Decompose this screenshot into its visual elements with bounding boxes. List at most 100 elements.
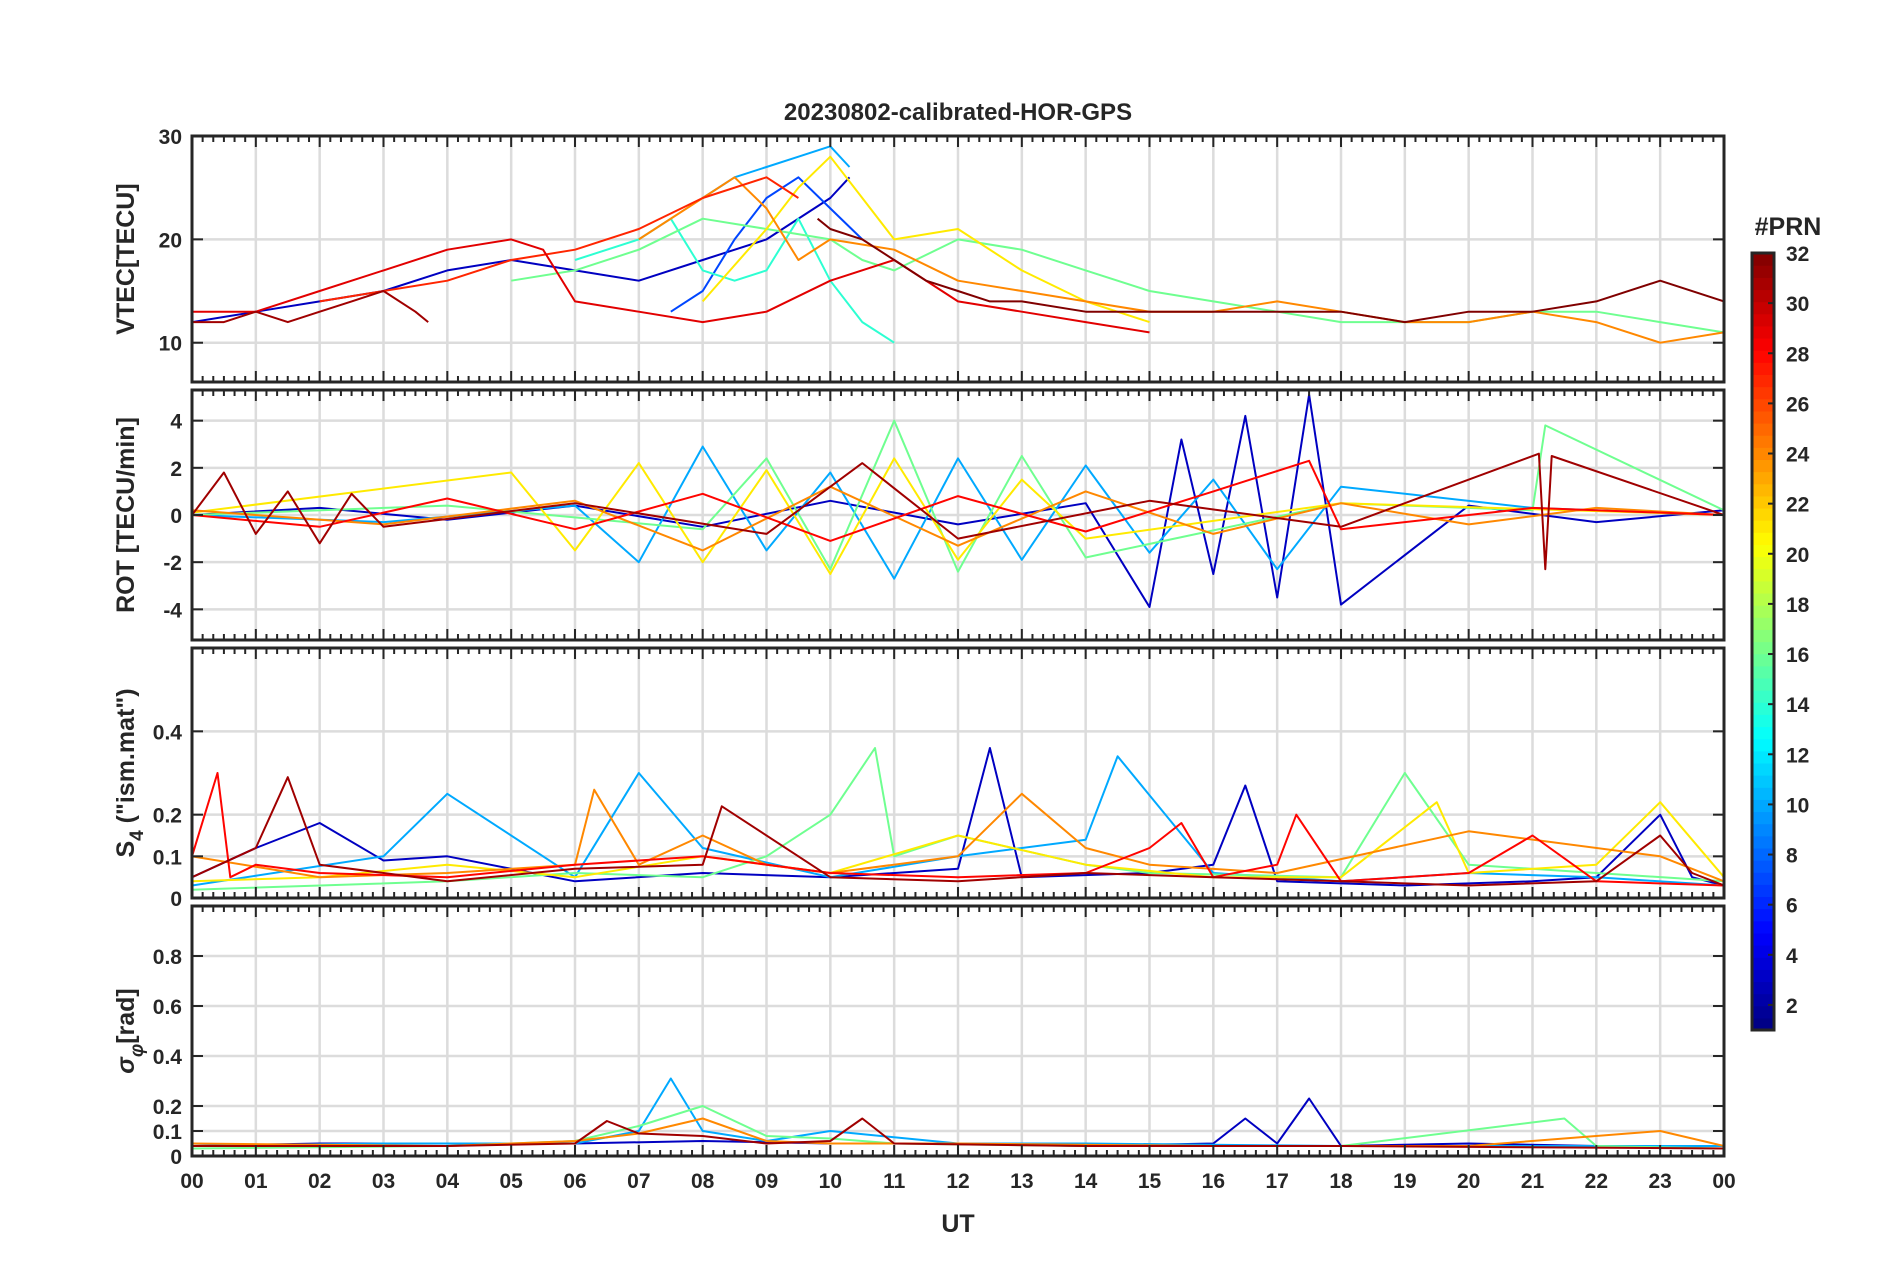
colorbar-tick-label: 20 <box>1786 544 1809 567</box>
y-axis-label: S4 ("ism.mat") <box>112 688 148 857</box>
colorbar-segment <box>1752 337 1774 351</box>
colorbar-segment <box>1752 422 1774 436</box>
y-axis-label-main: S <box>112 841 140 858</box>
colorbar-segment <box>1752 471 1774 485</box>
colorbar-segment <box>1752 532 1774 545</box>
colorbar-segment <box>1752 993 1774 1007</box>
x-tick-label: 10 <box>819 1170 842 1193</box>
y-axis-label-rest: ("ism.mat") <box>112 688 140 830</box>
colorbar-segment <box>1752 690 1774 703</box>
colorbar-tick-label: 24 <box>1786 444 1810 467</box>
colorbar-segment <box>1752 374 1774 388</box>
x-tick-label: 16 <box>1202 1170 1225 1193</box>
colorbar-segment <box>1752 872 1774 885</box>
series-line-prn-16 <box>192 419 1724 573</box>
colorbar-tick-label: 26 <box>1786 393 1809 416</box>
panel-rot: -4 -2 0 2 4 ROT [TECU/min] <box>112 388 1726 642</box>
y-tick-label: 0.4 <box>153 721 183 744</box>
y-tick-label: -4 <box>163 599 182 622</box>
colorbar-segment <box>1752 447 1774 460</box>
colorbar-segment <box>1752 386 1774 400</box>
x-tick-label: 04 <box>436 1170 460 1193</box>
x-tick-label: 09 <box>755 1170 778 1193</box>
x-tick-label: 03 <box>372 1170 395 1193</box>
x-tick-label: 15 <box>1138 1170 1162 1193</box>
series-line-prn-7 <box>670 176 863 313</box>
colorbar-tick-label: 16 <box>1786 644 1809 667</box>
y-axis-label: VTEC[TECU] <box>112 183 140 334</box>
colorbar-segment <box>1752 920 1774 934</box>
y-tick-label: 20 <box>159 229 182 252</box>
y-tick-label: 0.4 <box>153 1046 183 1069</box>
series-line-prn-21 <box>192 801 1724 883</box>
series-line-prn-31 <box>192 452 1724 571</box>
series-line-prn-31 <box>192 290 429 324</box>
colorbar-segment <box>1752 544 1774 558</box>
series-line-prn-21 <box>701 155 1150 324</box>
x-tick-label: 22 <box>1585 1170 1608 1193</box>
panel-frame <box>190 646 1726 900</box>
colorbar-segment <box>1752 253 1774 266</box>
series-line-prn-31 <box>192 1117 1724 1150</box>
panel-frame <box>190 134 1726 384</box>
colorbar-segment <box>1752 629 1774 643</box>
colorbar-segment <box>1752 398 1774 412</box>
colorbar-segment <box>1752 265 1774 278</box>
colorbar-segment <box>1752 787 1774 800</box>
series-line-prn-24 <box>192 485 1724 552</box>
series-line-prn-31 <box>192 776 1724 887</box>
colorbar-segment <box>1752 653 1774 667</box>
x-tick-label: 11 <box>883 1170 906 1193</box>
colorbar-segment <box>1752 847 1774 861</box>
y-tick-label: 2 <box>170 458 182 481</box>
series-line-prn-32 <box>816 217 1724 324</box>
colorbar-segment <box>1752 520 1774 533</box>
colorbar-tick-label: 2 <box>1786 995 1798 1018</box>
series-line-prn-29 <box>192 238 1150 334</box>
y-tick-label: -2 <box>163 552 182 575</box>
colorbar-tick-label: 6 <box>1786 895 1798 918</box>
colorbar-segment <box>1752 908 1774 922</box>
panel-s4: 00.10.20.4S4 ("ism.mat") <box>112 646 1726 911</box>
y-tick-label: 0 <box>170 888 182 911</box>
colorbar-tick-label: 12 <box>1786 744 1809 767</box>
colorbar-segment <box>1752 435 1774 448</box>
x-tick-label: 18 <box>1329 1170 1353 1193</box>
colorbar-tick-label: 8 <box>1786 845 1798 868</box>
y-tick-label: 30 <box>159 126 182 149</box>
colorbar-segment <box>1752 362 1774 376</box>
colorbar-segment <box>1752 702 1774 715</box>
colorbar-segment <box>1752 1017 1774 1031</box>
series-line-prn-24 <box>638 176 1724 344</box>
x-tick-label: 19 <box>1393 1170 1416 1193</box>
colorbar-segment <box>1752 835 1774 849</box>
colorbar-segment <box>1752 605 1774 618</box>
colorbar-tick-label: 10 <box>1786 794 1809 817</box>
colorbar-tick-label: 4 <box>1786 945 1798 968</box>
colorbar-segment <box>1752 811 1774 825</box>
x-tick-label: 23 <box>1648 1170 1671 1193</box>
colorbar-segment <box>1752 860 1774 873</box>
colorbar-segment <box>1752 665 1774 679</box>
series-line-prn-21 <box>192 457 1724 575</box>
y-tick-label: 10 <box>159 333 182 356</box>
series-line-prn-14 <box>574 217 895 344</box>
series-group <box>192 1077 1724 1150</box>
colorbar-segment <box>1752 277 1774 291</box>
colorbar-segment <box>1752 289 1774 303</box>
colorbar-segment <box>1752 1005 1774 1019</box>
panel-frame <box>190 388 1726 642</box>
x-tick-label: 07 <box>627 1170 650 1193</box>
y-tick-label: 0.6 <box>153 996 182 1019</box>
y-axis-label-subscript: 4 <box>127 830 148 841</box>
colorbar-segment <box>1752 641 1774 655</box>
colorbar-segment <box>1752 775 1774 788</box>
colorbar-segment <box>1752 726 1774 740</box>
panel-frame <box>190 904 1726 1158</box>
y-tick-label: 0.2 <box>153 1096 182 1119</box>
x-axis-label: UT <box>941 1210 974 1238</box>
colorbar-segment <box>1752 884 1774 898</box>
x-tick-label: 00 <box>1712 1170 1735 1193</box>
